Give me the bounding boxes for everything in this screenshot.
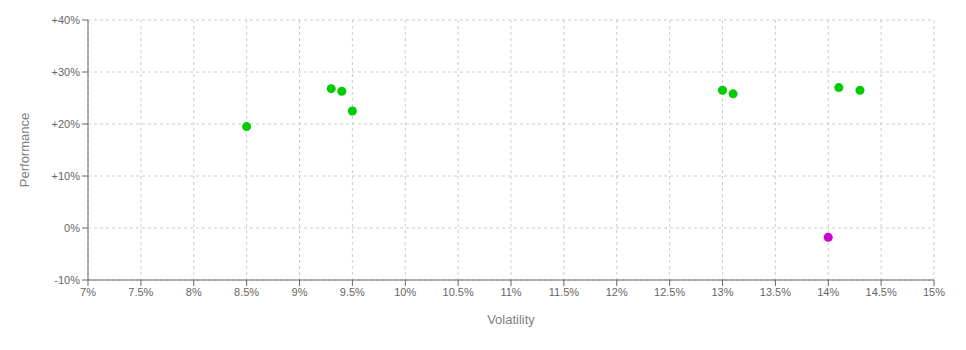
svg-text:9%: 9%: [292, 286, 308, 298]
svg-text:-10%: -10%: [54, 274, 80, 286]
svg-text:14.5%: 14.5%: [866, 286, 897, 298]
svg-text:7.5%: 7.5%: [128, 286, 153, 298]
svg-text:12%: 12%: [606, 286, 628, 298]
svg-text:+40%: +40%: [52, 14, 81, 26]
svg-text:+30%: +30%: [52, 66, 81, 78]
svg-text:11.5%: 11.5%: [549, 286, 580, 298]
svg-text:14%: 14%: [817, 286, 839, 298]
svg-text:8%: 8%: [186, 286, 202, 298]
svg-text:11%: 11%: [500, 286, 521, 298]
svg-text:0%: 0%: [64, 222, 80, 234]
svg-text:Performance: Performance: [17, 113, 32, 187]
svg-text:12.5%: 12.5%: [654, 286, 685, 298]
svg-text:8.5%: 8.5%: [234, 286, 259, 298]
svg-text:15%: 15%: [923, 286, 945, 298]
svg-text:13.5%: 13.5%: [760, 286, 791, 298]
svg-text:9.5%: 9.5%: [340, 286, 365, 298]
svg-text:13%: 13%: [711, 286, 733, 298]
svg-text:7%: 7%: [80, 286, 96, 298]
svg-text:+20%: +20%: [52, 118, 81, 130]
svg-text:+10%: +10%: [52, 170, 81, 182]
svg-text:Volatility: Volatility: [487, 312, 535, 327]
svg-text:10.5%: 10.5%: [443, 286, 474, 298]
svg-text:10%: 10%: [394, 286, 416, 298]
